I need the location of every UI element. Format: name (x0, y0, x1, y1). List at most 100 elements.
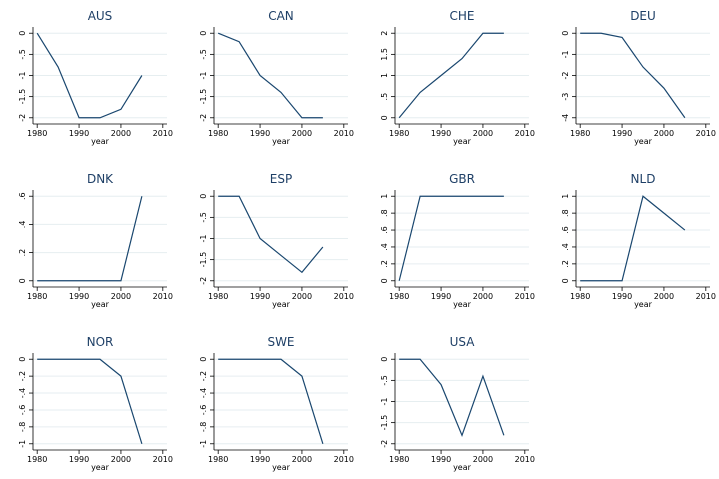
x-tick-label: 1980 (208, 292, 228, 301)
x-tick-label: 2010 (334, 129, 354, 138)
x-tick-label: 1980 (570, 129, 590, 138)
y-tick-label: -.6 (199, 405, 208, 416)
x-axis-label: year (272, 463, 291, 472)
y-tick-label: -.4 (18, 388, 27, 399)
y-tick-label: -2 (18, 114, 27, 122)
y-tick-label: 0 (561, 31, 570, 36)
y-tick-label: 0 (199, 31, 208, 36)
x-tick-label: 1990 (250, 455, 270, 464)
y-tick-label: 2 (380, 31, 389, 36)
panel-title: CAN (268, 9, 294, 23)
y-tick-label: -2 (199, 114, 208, 122)
x-tick-label: 1990 (69, 129, 89, 138)
x-tick-label: 2000 (111, 129, 131, 138)
x-tick-label: 1980 (570, 292, 590, 301)
x-tick-label: 1980 (27, 292, 47, 301)
x-tick-label: 2000 (292, 292, 312, 301)
x-tick-label: 1980 (389, 292, 409, 301)
x-tick-label: 1990 (250, 292, 270, 301)
panel-title: DEU (630, 9, 656, 23)
y-tick-label: -1 (199, 72, 208, 80)
x-axis-label: year (634, 300, 653, 309)
y-tick-label: -1 (380, 398, 389, 406)
x-tick-label: 1990 (612, 129, 632, 138)
y-tick-label: -.6 (18, 405, 27, 416)
line (580, 195, 686, 282)
y-tick-label: 0 (199, 357, 208, 362)
y-tick-label: -1.5 (18, 89, 27, 105)
line (218, 195, 324, 274)
y-tick-label: 0 (199, 194, 208, 199)
x-axis-label: year (272, 137, 291, 146)
y-tick-label: -1 (199, 235, 208, 243)
line (398, 32, 504, 119)
y-tick-label: -4 (561, 114, 570, 122)
x-tick-label: 1990 (69, 292, 89, 301)
panel-title: AUS (88, 9, 113, 23)
x-tick-label: 1990 (431, 455, 451, 464)
panel-title: NOR (87, 335, 114, 349)
y-tick-label: .4 (561, 243, 570, 251)
x-tick-label: 2010 (153, 455, 173, 464)
panel: NLD 0 .2 .4 .6 .8 1 1980 1990 2000 2010 year (561, 172, 716, 309)
x-tick-label: 2010 (153, 129, 173, 138)
x-tick-label: 2000 (292, 129, 312, 138)
y-tick-label: 1 (380, 194, 389, 199)
y-tick-label: -1 (18, 72, 27, 80)
panel-title: SWE (267, 335, 294, 349)
y-tick-label: 1.5 (380, 48, 389, 61)
x-axis-label: year (91, 300, 110, 309)
panel-title: GBR (449, 172, 475, 186)
x-tick-label: 2000 (654, 129, 674, 138)
line (36, 32, 143, 119)
x-tick-label: 1990 (431, 129, 451, 138)
y-tick-label: 1 (561, 194, 570, 199)
x-tick-label: 1990 (612, 292, 632, 301)
y-tick-label: 0 (18, 31, 27, 36)
y-tick-label: -2 (561, 72, 570, 80)
y-tick-label: -1 (18, 440, 27, 448)
y-tick-label: -.8 (199, 422, 208, 433)
x-tick-label: 1990 (69, 455, 89, 464)
x-tick-label: 2000 (111, 292, 131, 301)
y-tick-label: .6 (380, 226, 389, 234)
x-tick-label: 2000 (292, 455, 312, 464)
y-tick-label: -1 (199, 440, 208, 448)
y-tick-label: 0 (18, 357, 27, 362)
y-tick-label: .4 (380, 243, 389, 251)
y-tick-label: -.2 (18, 371, 27, 382)
x-tick-label: 2000 (473, 292, 493, 301)
line (399, 358, 505, 437)
y-tick-label: -.8 (18, 422, 27, 433)
x-tick-label: 2010 (515, 455, 535, 464)
y-tick-label: -.2 (199, 371, 208, 382)
x-tick-label: 2010 (515, 129, 535, 138)
y-tick-label: 0 (380, 357, 389, 362)
y-tick-label: .2 (561, 260, 570, 268)
x-tick-label: 1980 (389, 129, 409, 138)
y-tick-label: -2 (380, 440, 389, 448)
x-axis-label: year (91, 463, 110, 472)
y-tick-label: 0 (18, 278, 27, 283)
y-tick-label: -3 (561, 93, 570, 101)
x-tick-label: 2000 (111, 455, 131, 464)
x-tick-label: 1980 (208, 455, 228, 464)
x-tick-label: 2000 (473, 129, 493, 138)
y-tick-label: .2 (18, 249, 27, 257)
x-tick-label: 1980 (27, 129, 47, 138)
x-tick-label: 2010 (334, 455, 354, 464)
x-tick-label: 1980 (27, 455, 47, 464)
y-tick-label: -2 (199, 277, 208, 285)
x-tick-label: 1990 (431, 292, 451, 301)
x-axis-label: year (453, 463, 472, 472)
x-axis-label: year (91, 137, 110, 146)
x-tick-label: 1980 (389, 455, 409, 464)
y-tick-label: -1.5 (199, 252, 208, 268)
line (217, 32, 323, 119)
